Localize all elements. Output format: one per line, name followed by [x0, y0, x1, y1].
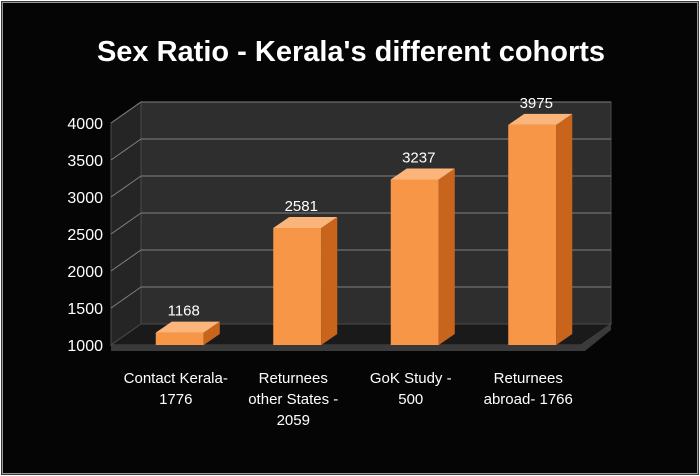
x-category-label: Returnees: [494, 370, 563, 387]
x-category-label: other States -: [248, 391, 338, 408]
x-category-label: 1776: [159, 391, 192, 408]
y-axis-ticks: 1000 1500 2000 2500 3000 3500 4000: [67, 116, 103, 355]
bar-top: [273, 217, 338, 229]
bar-side: [556, 113, 573, 345]
bars: [155, 113, 573, 345]
gridline-side: [110, 101, 142, 124]
x-category-label: Returnees: [259, 370, 328, 387]
bar-top: [508, 113, 573, 125]
gridline-side: [110, 286, 142, 309]
bar-side: [321, 217, 338, 345]
bar-top: [155, 321, 220, 333]
y-tick-label: 1500: [67, 301, 103, 318]
y-tick-label: 4000: [67, 116, 103, 133]
bar-top: [390, 168, 455, 180]
data-label: 3237: [402, 149, 435, 166]
bar: [390, 179, 439, 345]
data-label: 1168: [168, 303, 200, 320]
y-tick-label: 3500: [67, 153, 103, 170]
y-tick-label: 3000: [67, 190, 103, 207]
x-category-label: 500: [398, 391, 423, 408]
bar-chart: Sex Ratio - Kerala's different cohorts 1…: [67, 36, 613, 429]
x-axis-categories: Contact Kerala- 1776 Returnees other States…: [124, 370, 573, 429]
gridline-side: [110, 138, 142, 161]
y-tick-label: 2000: [67, 264, 103, 281]
gridline-side: [110, 175, 142, 198]
data-label: 3975: [520, 95, 553, 112]
y-tick-label: 1000: [67, 338, 103, 355]
gridline-side: [110, 212, 142, 235]
x-category-label: 2059: [277, 412, 310, 429]
y-tick-label: 2500: [67, 227, 103, 244]
x-category-label: GoK Study -: [370, 370, 452, 387]
chart-title: Sex Ratio - Kerala's different cohorts: [97, 36, 605, 68]
floor-edge: [111, 324, 611, 351]
data-labels: 1168 2581 3237 3975: [168, 95, 553, 320]
gridline-side: [110, 249, 142, 272]
x-category-label: abroad- 1766: [484, 391, 573, 408]
bar-side: [203, 321, 220, 345]
bar-side: [438, 168, 455, 345]
bar: [508, 124, 557, 345]
x-category-label: Contact Kerala-: [124, 370, 228, 387]
bar: [273, 228, 322, 345]
bar: [155, 332, 204, 345]
data-label: 2581: [285, 198, 318, 215]
